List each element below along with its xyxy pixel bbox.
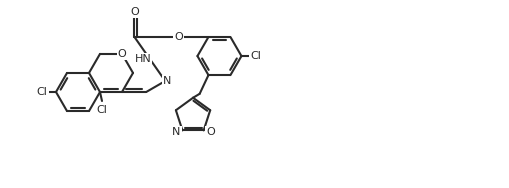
Text: N: N bbox=[163, 76, 171, 86]
Text: O: O bbox=[130, 7, 138, 17]
Text: O: O bbox=[206, 127, 215, 137]
Text: Cl: Cl bbox=[37, 87, 47, 97]
Text: O: O bbox=[118, 49, 126, 59]
Text: Cl: Cl bbox=[249, 51, 261, 61]
Text: HN: HN bbox=[134, 54, 151, 64]
Text: O: O bbox=[174, 32, 182, 42]
Text: Cl: Cl bbox=[96, 105, 107, 115]
Text: N: N bbox=[172, 127, 180, 137]
